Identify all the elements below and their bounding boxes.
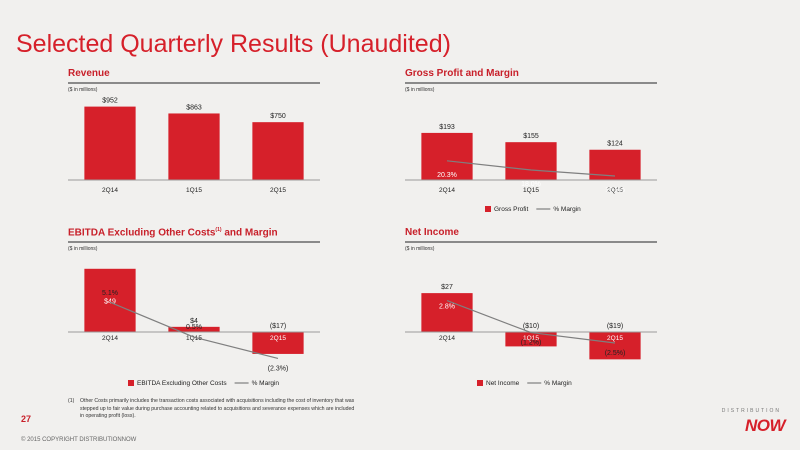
x-tick-label: 2Q14 [102, 335, 118, 342]
ebitda-title-footnote-ref: (1) [215, 227, 222, 233]
margin-label: (1.2%) [521, 340, 542, 347]
margin-label: 2.8% [439, 304, 455, 311]
bar-value-label: $750 [270, 113, 286, 120]
x-tick-label: 2Q15 [270, 335, 286, 342]
x-tick-label: 2Q15 [607, 335, 623, 342]
legend-label-bars: Net Income [486, 380, 520, 387]
gross-profit-title-rule [405, 82, 657, 84]
distribution-now-logo: DISTRIBUTION NOW [700, 408, 786, 438]
bar [168, 113, 220, 180]
revenue-chart: $952 $863 $750 2Q14 1Q15 2Q15 [68, 98, 320, 194]
bar-value-label: $193 [439, 124, 455, 131]
margin-line [446, 300, 616, 344]
net-income-chart: $27 ($10) ($19) 2Q14 1Q15 2Q15 2.8% (1.2%) (2.5%… [405, 284, 657, 387]
legend-swatch-bars [128, 380, 134, 386]
bar [421, 293, 473, 332]
x-tick-label: 2Q15 [270, 187, 286, 194]
x-tick-label: 1Q15 [186, 187, 202, 194]
gross-profit-panel: Gross Profit and Margin ($ in millions) … [405, 68, 657, 218]
bar-value-label: $155 [523, 133, 539, 140]
bar [421, 132, 473, 180]
margin-label: 5.1% [102, 290, 118, 297]
bar-value-label: $124 [607, 141, 623, 148]
net-income-title: Net Income [405, 227, 459, 238]
revenue-title: Revenue [68, 68, 110, 79]
bar-value-label: $27 [441, 284, 453, 291]
legend-label-bars: EBITDA Excluding Other Costs [137, 380, 227, 387]
bar [505, 332, 557, 347]
legend-label-bars: Gross Profit [494, 206, 529, 213]
ebitda-title-suffix: and Margin [221, 227, 278, 239]
slide-title: Selected Quarterly Results (Unaudited) [16, 30, 451, 58]
footnote: (1) Other Costs primarily includes the t… [68, 398, 358, 421]
x-tick-label: 1Q15 [523, 335, 539, 342]
ebitda-title-main: EBITDA Excluding Other Costs [68, 227, 216, 239]
ebitda-title: EBITDA Excluding Other Costs(1) and Marg… [68, 227, 278, 238]
net-income-panel: Net Income ($ in millions) $27 ($10) ($19)… [405, 227, 657, 392]
revenue-title-rule [68, 82, 320, 84]
legend-label-line: % Margin [553, 206, 581, 213]
bar [252, 332, 304, 354]
net-income-title-rule [405, 241, 657, 243]
x-tick-label: 2Q14 [439, 335, 455, 342]
x-tick-label: 2Q14 [102, 187, 118, 194]
margin-label: (2.5%) [605, 350, 626, 357]
margin-line [109, 301, 279, 360]
bar [84, 268, 136, 332]
gross-profit-title: Gross Profit and Margin [405, 68, 519, 79]
revenue-panel: Revenue ($ in millions) $952 $863 $750 2Q14… [68, 68, 320, 194]
x-tick-label: 1Q15 [186, 335, 202, 342]
revenue-units: ($ in millions) [68, 87, 98, 93]
footnote-text: Other Costs primarily includes the trans… [80, 398, 355, 420]
legend-swatch-bars [477, 380, 483, 386]
copyright-text: © 2015 COPYRIGHT DISTRIBUTIONNOW [21, 437, 137, 443]
page-number: 27 [21, 414, 32, 424]
net-income-units: ($ in millions) [405, 246, 435, 252]
x-tick-label: 1Q15 [523, 187, 539, 194]
margin-line [446, 160, 616, 177]
bar-value-label: $4 [190, 318, 198, 325]
logo-main-text: NOW [744, 416, 786, 435]
bar [252, 122, 304, 180]
x-tick-label: 2Q14 [439, 187, 455, 194]
logo-top-text: DISTRIBUTION [721, 408, 781, 414]
bar-value-label: ($19) [607, 323, 623, 330]
margin-label: 16.5% [605, 187, 625, 194]
margin-label: 0.5% [186, 324, 202, 331]
bar [168, 326, 220, 332]
footnote-number: (1) [68, 398, 75, 404]
ebitda-panel: EBITDA Excluding Other Costs(1) and Marg… [68, 227, 320, 392]
legend-swatch-bars [485, 206, 491, 212]
gross-profit-chart: $193 $155 $124 2Q14 1Q15 2Q15 20.3% 18.0% 16.5% G… [405, 124, 657, 213]
x-tick-label: 2Q15 [607, 187, 623, 194]
ebitda-units: ($ in millions) [68, 246, 98, 252]
legend-label-line: % Margin [544, 380, 572, 387]
margin-label: (2.3%) [268, 365, 289, 372]
bar-value-label: ($10) [523, 323, 539, 330]
margin-label: 18.0% [521, 181, 541, 188]
gross-profit-units: ($ in millions) [405, 87, 435, 93]
bar [84, 106, 136, 180]
bar [505, 142, 557, 180]
bar [589, 332, 641, 360]
bar-value-label: $49 [104, 298, 116, 305]
bar-value-label: $952 [102, 98, 118, 105]
legend-label-line: % Margin [252, 380, 280, 387]
bar-value-label: ($17) [270, 323, 286, 330]
margin-label: 20.3% [437, 172, 457, 179]
ebitda-chart: $49 $4 ($17) 2Q14 1Q15 2Q15 5.1% 0.5% (2.3%) EBIT… [68, 268, 320, 387]
bar-value-label: $863 [186, 104, 202, 111]
ebitda-title-rule [68, 241, 320, 243]
